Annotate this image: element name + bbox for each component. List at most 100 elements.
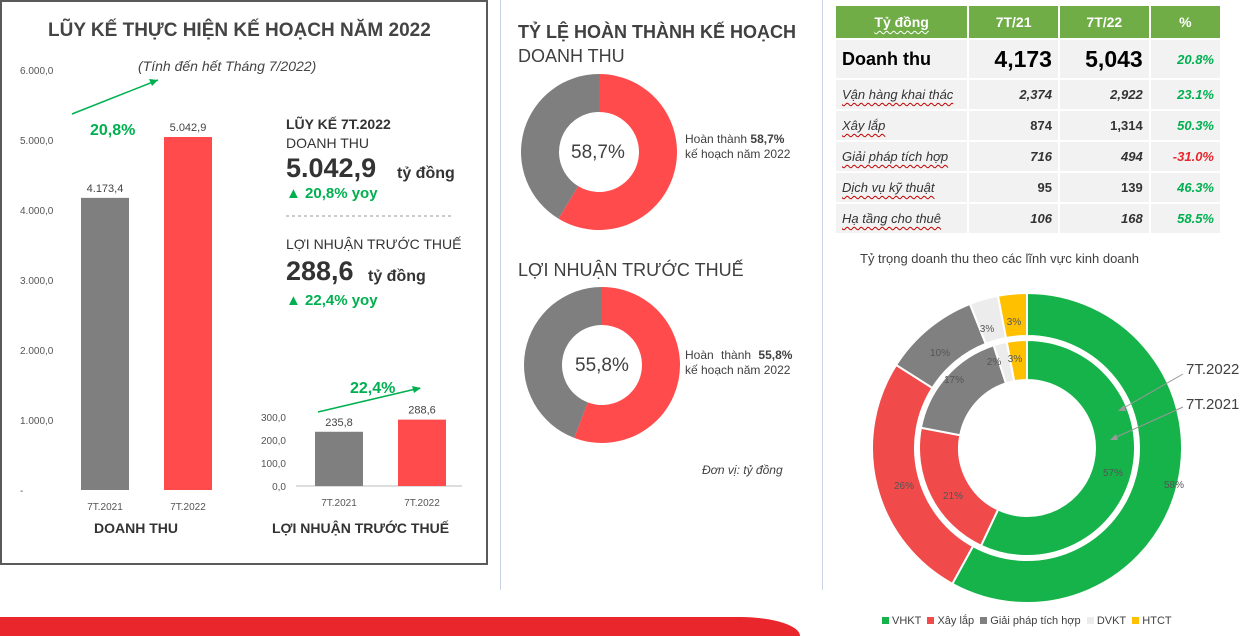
series-2021-label: 7T.2021 xyxy=(1186,396,1240,413)
row-label-text: Hạ tầng cho thuê xyxy=(842,211,942,226)
left-panel-subtitle: (Tính đến hết Tháng 7/2022) xyxy=(138,58,317,74)
row-v21: 106 xyxy=(969,204,1058,233)
y-tick-label: 1.000,0 xyxy=(20,416,54,427)
revenue-table: Tỷ đồng 7T/21 7T/22 % Doanh thu 4,173 5,… xyxy=(834,4,1222,235)
revenue-completion-note: Hoàn thành 58,7% xyxy=(685,132,784,146)
legend-item-xaylap: Xây lắp xyxy=(927,615,974,627)
revenue-note-suffix: kế hoạch năm 2022 xyxy=(685,147,791,161)
legend-swatch xyxy=(1132,617,1140,624)
mix-slice-label: 3% xyxy=(1008,354,1023,365)
profit-growth-arrow xyxy=(317,387,421,413)
mix-slice-label: 57% xyxy=(1103,468,1123,479)
revenue-mix-donut: 58% 26% 10% 3% 3% 57% 21% 17% 2% 3% xyxy=(871,291,1184,604)
mix-slice-HTCT xyxy=(1005,338,1028,383)
row-label-text: Dịch vụ kỹ thuật xyxy=(842,180,935,195)
row-label: Dịch vụ kỹ thuật xyxy=(836,173,968,202)
bar-value-label: 5.042,9 xyxy=(170,122,207,134)
table-row: Doanh thu 4,173 5,043 20.8% xyxy=(836,40,1220,78)
bar-7T.2022 xyxy=(398,419,446,486)
row-v22: 5,043 xyxy=(1059,40,1149,78)
series-2022-label: 7T.2022 xyxy=(1186,361,1240,378)
y-tick-label: - xyxy=(20,486,23,497)
category-label: 7T.2022 xyxy=(404,498,440,509)
profit-note-pct: 55,8% xyxy=(758,348,793,362)
table-row: Vận hàng khai thác 2,374 2,922 23.1% xyxy=(836,80,1220,109)
y-tick-label: 3.000,0 xyxy=(20,276,54,287)
row-v22: 2,922 xyxy=(1059,80,1149,109)
row-pct: 58.5% xyxy=(1150,204,1220,233)
divider-left xyxy=(500,0,501,590)
row-v22: 494 xyxy=(1059,142,1149,171)
y-tick-label: 5.000,0 xyxy=(20,136,54,147)
profit-completion-note: Hoàn thành 55,8% xyxy=(685,348,792,362)
row-pct: 23.1% xyxy=(1150,80,1220,109)
revenue-bar-chart: - 1.000,0 2.000,0 3.000,0 4.000,0 5.000,0 6.00… xyxy=(20,66,462,513)
row-label: Giải pháp tích hợp xyxy=(836,142,968,171)
bar-value-label: 288,6 xyxy=(408,405,436,417)
row-pct: 50.3% xyxy=(1150,111,1220,140)
row-label-text: Vận hàng khai thác xyxy=(842,87,954,102)
row-v21: 95 xyxy=(969,173,1058,202)
bar-7T.2022 xyxy=(164,136,212,490)
y-tick-label: 4.000,0 xyxy=(20,206,54,217)
series-2022-leader xyxy=(1119,373,1184,411)
completion-title: TỶ LỆ HOÀN THÀNH KẾ HOẠCH xyxy=(518,22,796,42)
mix-slice-label: 26% xyxy=(894,481,914,492)
mix-legend: VHKT Xây lắp Giải pháp tích hợp DVKT HTC… xyxy=(882,615,1172,627)
summary-revenue-value: 5.042,9 xyxy=(286,153,377,183)
row-pct: 46.3% xyxy=(1150,173,1220,202)
summary-revenue-unit: tỷ đồng xyxy=(397,165,455,182)
summary-revenue-yoy: ▲ 20,8% yoy xyxy=(286,185,378,202)
profit-note-prefix: Hoàn thành xyxy=(685,348,752,362)
row-label-text: Giải pháp tích hợp xyxy=(842,149,949,164)
bar-value-label: 4.173,4 xyxy=(87,183,124,195)
mix-slice-label: 3% xyxy=(980,324,995,335)
profit-note-suffix: kế hoạch năm 2022 xyxy=(685,363,791,377)
row-v22: 139 xyxy=(1059,173,1149,202)
row-label: Doanh thu xyxy=(836,40,968,78)
summary-profit-label: LỢI NHUẬN TRƯỚC THUẾ xyxy=(286,236,462,252)
bar-value-label: 235,8 xyxy=(325,417,353,429)
table-row: Giải pháp tích hợp 716 494 -31.0% xyxy=(836,142,1220,171)
profit-donut-center: 55,8% xyxy=(575,355,629,376)
header-pct: % xyxy=(1150,6,1220,38)
completion-slice-0 xyxy=(558,74,677,231)
y-tick-label: 300,0 xyxy=(261,413,286,424)
revenue-chart-title: DOANH THU xyxy=(94,520,178,536)
legend-label: Giải pháp tích hợp xyxy=(990,615,1081,627)
y-tick-label: 6.000,0 xyxy=(20,66,54,77)
revenue-note-prefix: Hoàn thành xyxy=(685,132,748,146)
row-v21: 874 xyxy=(969,111,1058,140)
completion-donuts xyxy=(521,74,680,443)
row-label: Xây lắp xyxy=(836,111,968,140)
legend-label: HTCT xyxy=(1142,615,1172,627)
mix-slice-label: 58% xyxy=(1164,480,1184,491)
legend-swatch xyxy=(927,617,935,624)
header-7t22: 7T/22 xyxy=(1059,6,1149,38)
table-row: Xây lắp 874 1,314 50.3% xyxy=(836,111,1220,140)
series-2021-leader-head xyxy=(1110,434,1118,440)
footer-red-bar xyxy=(0,617,800,636)
row-v22: 1,314 xyxy=(1059,111,1149,140)
mix-slice-HTCT xyxy=(996,291,1028,340)
row-label-text: Xây lắp xyxy=(842,118,886,133)
legend-item-dvkt: DVKT xyxy=(1086,615,1126,627)
header-7t21: 7T/21 xyxy=(969,6,1058,38)
header-unit: Tỷ đồng xyxy=(836,6,968,38)
mix-slice-label: 21% xyxy=(943,491,963,502)
legend-swatch xyxy=(980,617,988,624)
profit-chart-title: LỢI NHUẬN TRƯỚC THUẾ xyxy=(272,520,450,536)
summary-revenue-label: DOANH THU xyxy=(286,135,369,151)
series-2021-leader xyxy=(1111,406,1184,440)
completion-slice-1 xyxy=(524,287,602,438)
category-label: 7T.2022 xyxy=(170,502,206,513)
mix-slice-label: 17% xyxy=(944,375,964,386)
table-header-row: Tỷ đồng 7T/21 7T/22 % xyxy=(836,6,1220,38)
revenue-growth-arrow xyxy=(71,79,159,115)
profit-growth-label: 22,4% xyxy=(350,380,396,397)
legend-item-gp: Giải pháp tích hợp xyxy=(980,615,1081,627)
mix-slice-VHKT xyxy=(950,291,1183,604)
completion-slice-1 xyxy=(521,74,599,219)
y-tick-label: 200,0 xyxy=(261,436,286,447)
unit-note: Đơn vị: tỷ đồng xyxy=(702,463,783,477)
